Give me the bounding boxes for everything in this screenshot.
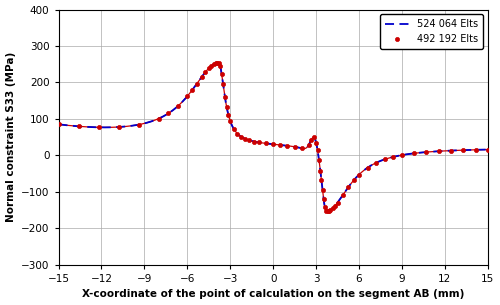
- Line: 524 064 Elts: 524 064 Elts: [58, 63, 488, 211]
- 492 192 Elts: [227, 119, 233, 123]
- 492 192 Elts: [373, 161, 379, 165]
- 524 064 Elts: [56, 123, 62, 126]
- 524 064 Elts: [130, 124, 136, 127]
- 524 064 Elts: [476, 148, 482, 152]
- 492 192 Elts: [324, 209, 330, 213]
- 492 192 Elts: [485, 148, 491, 151]
- 492 192 Elts: [424, 150, 430, 154]
- 524 064 Elts: [485, 148, 491, 151]
- Line: 492 192 Elts: 492 192 Elts: [56, 61, 490, 213]
- X-axis label: X-coordinate of the point of calculation on the segment AB (mm): X-coordinate of the point of calculation…: [82, 289, 464, 300]
- 524 064 Elts: [216, 61, 222, 65]
- 492 192 Elts: [390, 155, 396, 159]
- Y-axis label: Normal constraint S33 (MPa): Normal constraint S33 (MPa): [6, 52, 16, 222]
- 492 192 Elts: [216, 61, 222, 65]
- 524 064 Elts: [430, 150, 436, 153]
- 524 064 Elts: [324, 209, 330, 213]
- 524 064 Elts: [220, 84, 226, 88]
- 524 064 Elts: [239, 135, 245, 139]
- 492 192 Elts: [292, 145, 298, 149]
- 492 192 Elts: [56, 123, 62, 126]
- 524 064 Elts: [104, 126, 110, 129]
- 492 192 Elts: [213, 61, 219, 65]
- Legend: 524 064 Elts, 492 192 Elts: 524 064 Elts, 492 192 Elts: [380, 14, 483, 49]
